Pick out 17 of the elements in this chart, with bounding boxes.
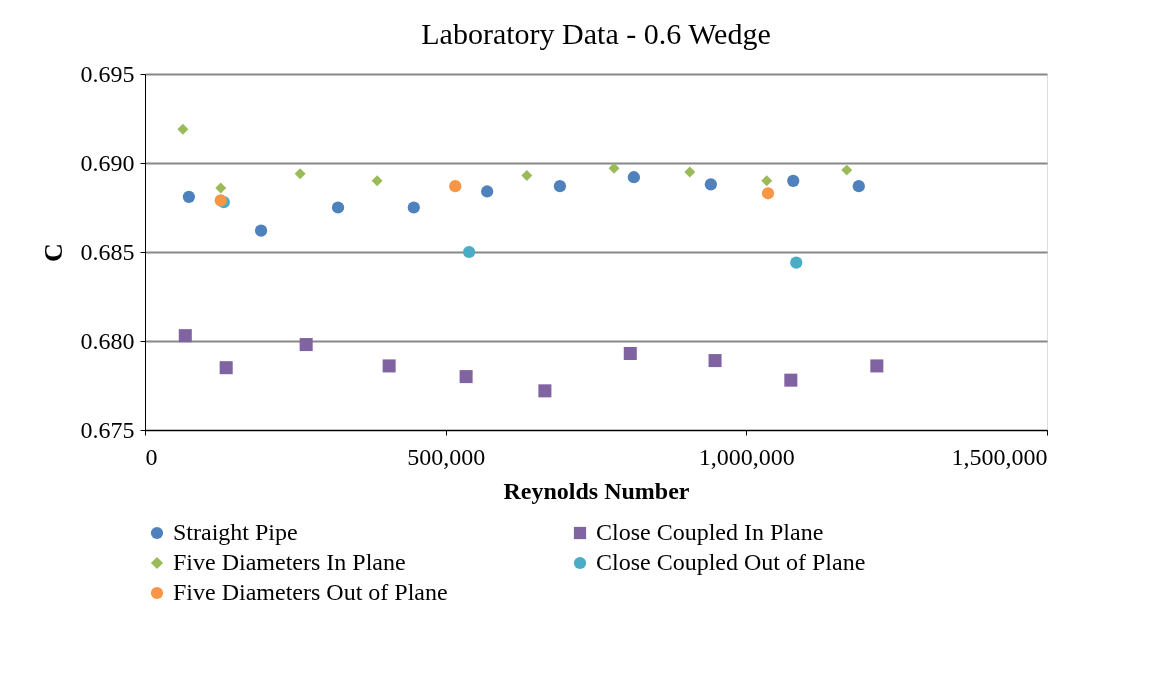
legend-label: Five Diameters In Plane [173, 549, 406, 575]
legend-label: Straight Pipe [173, 519, 298, 545]
x-axis-title: Reynolds Number [503, 477, 690, 504]
legend-label: Five Diameters Out of Plane [173, 579, 448, 605]
x-tick-label: 500,000 [407, 443, 486, 470]
y-tick-label: 0.680 [80, 327, 135, 354]
x-tick-label: 1,500,000 [951, 443, 1048, 470]
legend-label: Close Coupled Out of Plane [596, 549, 866, 575]
x-tick-label: 0 [145, 443, 158, 470]
y-tick-label: 0.690 [80, 149, 135, 176]
x-tick-label: 1,000,000 [698, 443, 795, 470]
y-tick-label: 0.675 [80, 416, 135, 443]
chart-title: Laboratory Data - 0.6 Wedge [421, 17, 771, 50]
legend-label: Close Coupled In Plane [596, 519, 824, 545]
y-tick-label: 0.695 [80, 60, 135, 87]
y-tick-label: 0.685 [80, 238, 135, 265]
y-axis-title: C [38, 243, 68, 262]
